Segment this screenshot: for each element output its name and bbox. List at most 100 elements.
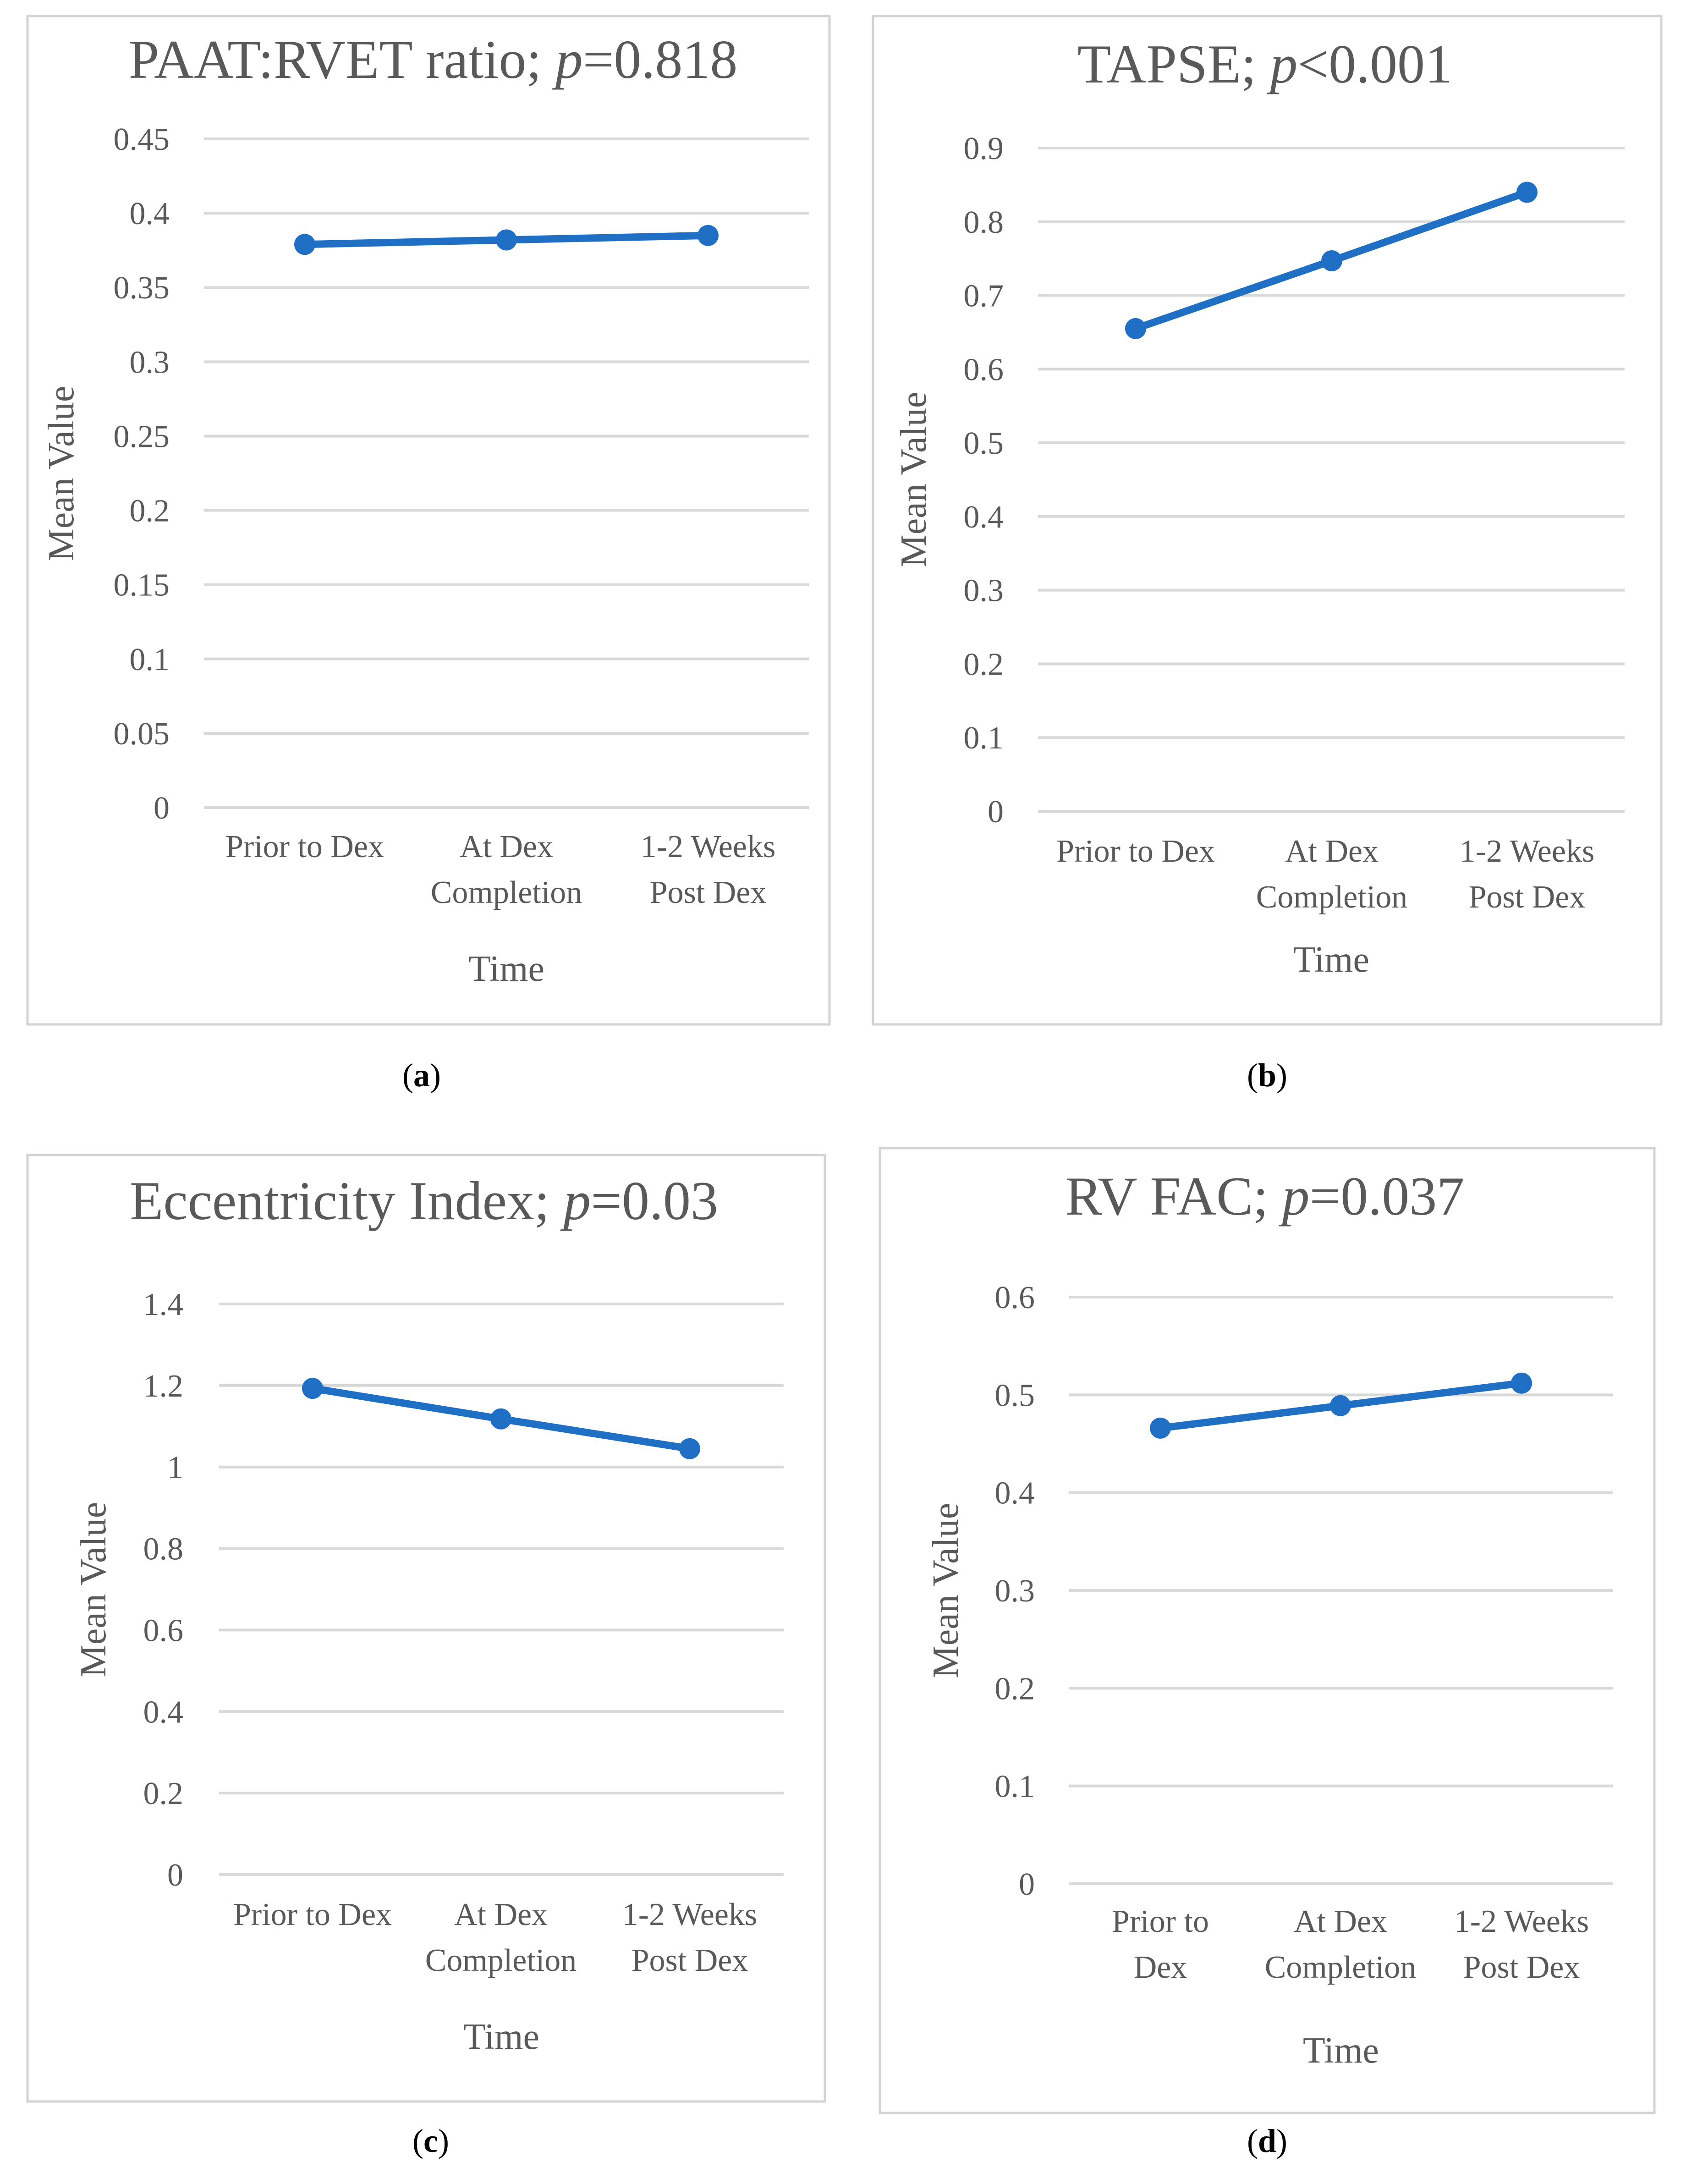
chart-a-title-p: p — [552, 29, 583, 90]
chart-a-data-point — [496, 229, 517, 251]
chart-d-title-main: RV FAC; — [1065, 1166, 1282, 1227]
panel-caption-d-letter: d — [1258, 2123, 1277, 2159]
chart-a-xtick-line: At Dex — [460, 829, 553, 864]
chart-d-xtick-label: Prior to Dex — [1112, 1904, 1209, 1985]
chart-b-xtick-line: Completion — [1256, 880, 1408, 915]
chart-a-xtick-line: Post Dex — [650, 875, 767, 910]
chart-a-ytick-label: 0.1 — [130, 642, 170, 677]
chart-b-xtick-label: At Dex Completion — [1256, 834, 1408, 915]
chart-d-xtick-label: 1-2 Weeks Post Dex — [1454, 1904, 1589, 1985]
chart-d-xtick-line: 1-2 Weeks — [1454, 1904, 1589, 1939]
panel-caption-b-letter: b — [1258, 1057, 1277, 1094]
panel-caption-d: (d) — [1247, 2123, 1287, 2159]
chart-d-data-point — [1330, 1395, 1351, 1416]
chart-a-ytick-label: 0.35 — [114, 270, 170, 306]
chart-a-xtick-line: 1-2 Weeks — [641, 829, 775, 864]
chart-a-xtick-line: Prior to Dex — [225, 829, 384, 864]
chart-b-ytick-label: 0.7 — [964, 279, 1004, 314]
chart-a-xtick-line: Completion — [431, 875, 582, 910]
chart-c-xlabel: Time — [463, 2017, 539, 2057]
chart-c-ytick-label: 0.4 — [143, 1694, 184, 1730]
chart-c-ytick-label: 0.6 — [143, 1613, 184, 1648]
chart-c-ytick-label: 0.8 — [143, 1532, 184, 1567]
chart-c-xtick-line: Post Dex — [632, 1943, 748, 1978]
chart-c-xtick-label: At Dex Completion — [425, 1897, 577, 1978]
chart-a: PAAT:RVET ratio; p=0.818 0 0.05 0.1 0.15 0.2 0… — [26, 15, 831, 1026]
chart-b-ytick-label: 0.9 — [964, 131, 1004, 166]
chart-d-xtick-line: Dex — [1134, 1950, 1187, 1985]
chart-b-ytick-label: 0.5 — [964, 426, 1004, 461]
chart-a-frame — [26, 15, 831, 1026]
panel-caption-b: (b) — [1247, 1057, 1287, 1094]
chart-d-title-p: p — [1279, 1166, 1310, 1227]
chart-c-xtick-line: Completion — [425, 1943, 577, 1978]
chart-c-xtick-label: Prior to Dex — [233, 1897, 392, 1932]
chart-b-title-p: p — [1266, 33, 1297, 94]
chart-a-xlabel: Time — [468, 949, 544, 989]
chart-b-xtick-line: At Dex — [1285, 834, 1378, 869]
chart-b-ytick-label: 0.1 — [964, 721, 1004, 756]
chart-c-ylabel: Mean Value — [73, 1502, 114, 1678]
chart-d-xtick-line: At Dex — [1294, 1904, 1387, 1939]
chart-d-title: RV FAC; p=0.037 — [1065, 1166, 1464, 1227]
chart-a-title: PAAT:RVET ratio; p=0.818 — [129, 29, 738, 90]
chart-d-data-point — [1150, 1417, 1171, 1439]
chart-c-ytick-label: 1.4 — [143, 1287, 184, 1322]
chart-b-ytick-label: 0.6 — [964, 352, 1004, 387]
chart-c-ytick-label: 0.2 — [143, 1776, 184, 1811]
chart-c-xtick-line: 1-2 Weeks — [622, 1897, 757, 1932]
chart-b-xlabel: Time — [1293, 940, 1369, 980]
chart-c: Eccentricity Index; p=0.03 0 0.2 0.4 0.6 0.8 1… — [26, 1154, 826, 2103]
chart-a-xtick-label: At Dex Completion — [431, 829, 582, 910]
chart-b-data-point — [1125, 318, 1146, 339]
chart-b-ytick-label: 0.2 — [964, 647, 1004, 682]
chart-d-ytick-label: 0.3 — [995, 1573, 1035, 1609]
chart-d-xtick-line: Prior to — [1112, 1904, 1209, 1939]
chart-c-xtick-label: 1-2 Weeks Post Dex — [622, 1897, 757, 1978]
chart-d-xlabel: Time — [1303, 2030, 1379, 2071]
chart-c-xtick-line: At Dex — [454, 1897, 548, 1932]
chart-d-frame — [879, 1147, 1656, 2114]
chart-c-ytick-label: 0 — [167, 1858, 183, 1893]
chart-b-ytick-label: 0.3 — [964, 573, 1004, 609]
chart-b-title: TAPSE; p<0.001 — [1077, 33, 1452, 94]
chart-a-ytick-label: 0.4 — [130, 196, 170, 231]
chart-a-ytick-label: 0.2 — [130, 494, 170, 529]
chart-b-ytick-label: 0.8 — [964, 205, 1004, 240]
chart-d-ytick-label: 0.2 — [995, 1671, 1035, 1706]
chart-b-xtick-line: Post Dex — [1469, 880, 1586, 915]
chart-d-data-point — [1511, 1372, 1532, 1394]
chart-d-ytick-label: 0 — [1019, 1867, 1035, 1902]
chart-a-ytick-label: 0 — [154, 791, 170, 826]
chart-d-xtick-line: Post Dex — [1463, 1950, 1580, 1985]
chart-c-xtick-line: Prior to Dex — [233, 1897, 392, 1932]
panel-caption-c: (c) — [412, 2123, 449, 2159]
chart-a-ytick-label: 0.15 — [114, 568, 170, 603]
chart-d-xtick-label: At Dex Completion — [1265, 1904, 1417, 1985]
chart-b-ytick-label: 0.4 — [964, 500, 1004, 535]
chart-c-data-point — [490, 1408, 511, 1430]
chart-b: TAPSE; p<0.001 0 0.1 0.2 0.3 0.4 0.5 0.6 0.7 0.8 0… — [872, 15, 1663, 1026]
chart-a-ytick-label: 0.3 — [130, 345, 170, 380]
chart-b-title-main: TAPSE; — [1077, 33, 1270, 94]
chart-b-title-value: <0.001 — [1297, 33, 1452, 94]
chart-a-ytick-label: 0.25 — [114, 419, 170, 454]
chart-d-ytick-label: 0.4 — [995, 1476, 1035, 1511]
chart-b-xtick-line: Prior to Dex — [1056, 834, 1215, 869]
chart-b-ytick-label: 0 — [988, 794, 1004, 830]
chart-b-ylabel: Mean Value — [894, 392, 934, 567]
chart-d-title-value: =0.037 — [1310, 1166, 1465, 1227]
chart-d-ylabel: Mean Value — [926, 1503, 966, 1678]
chart-c-title-main: Eccentricity Index; — [130, 1170, 563, 1231]
chart-b-data-point — [1516, 182, 1538, 203]
chart-d: RV FAC; p=0.037 0 0.1 0.2 0.3 0.4 0.5 0.6 Prior … — [879, 1147, 1656, 2114]
panel-caption-c-letter: c — [423, 2123, 438, 2159]
chart-b-xtick-label: Prior to Dex — [1056, 834, 1215, 869]
chart-a-ylabel: Mean Value — [41, 386, 82, 561]
chart-b-xtick-label: 1-2 Weeks Post Dex — [1460, 834, 1594, 915]
chart-a-title-value: =0.818 — [583, 29, 738, 90]
chart-a-data-point — [294, 234, 315, 255]
chart-c-ytick-label: 1.2 — [143, 1369, 184, 1404]
